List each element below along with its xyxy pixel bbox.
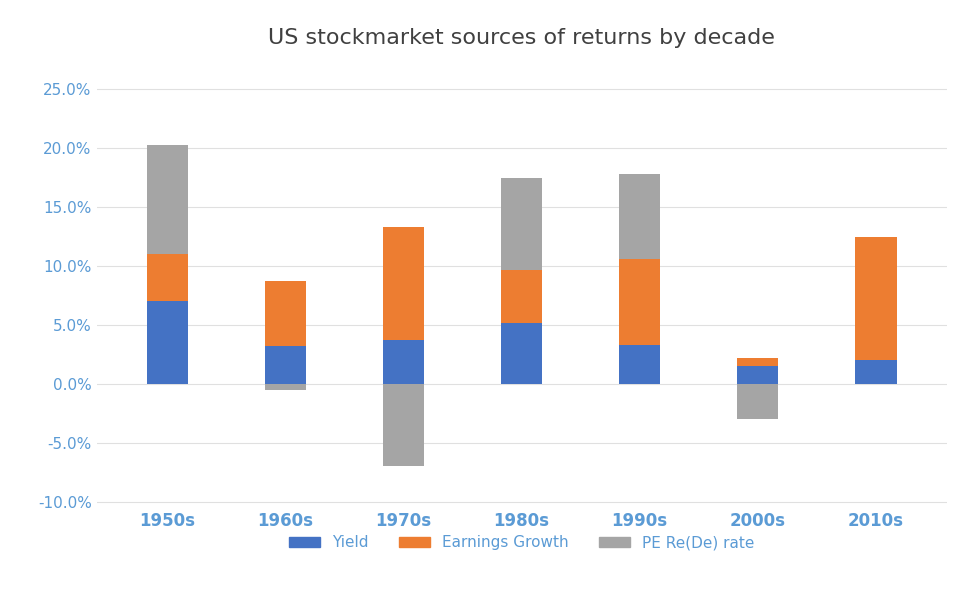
Bar [619, 259, 661, 345]
Title: US stockmarket sources of returns by decade: US stockmarket sources of returns by dec… [269, 28, 775, 48]
Bar [147, 301, 188, 384]
Bar [855, 236, 896, 360]
Bar [265, 281, 306, 346]
Bar [383, 384, 424, 466]
Bar [855, 360, 896, 384]
Bar [737, 366, 779, 384]
Bar [619, 345, 661, 384]
Bar [147, 144, 188, 254]
Legend: Yield, Earnings Growth, PE Re(De) rate: Yield, Earnings Growth, PE Re(De) rate [283, 530, 760, 556]
Bar [383, 227, 424, 340]
Bar [265, 346, 306, 384]
Bar [501, 322, 542, 384]
Bar [383, 340, 424, 384]
Bar [737, 358, 779, 366]
Bar [737, 384, 779, 419]
Bar [147, 254, 188, 301]
Bar [501, 178, 542, 269]
Bar [265, 384, 306, 390]
Bar [619, 174, 661, 259]
Bar [501, 269, 542, 322]
